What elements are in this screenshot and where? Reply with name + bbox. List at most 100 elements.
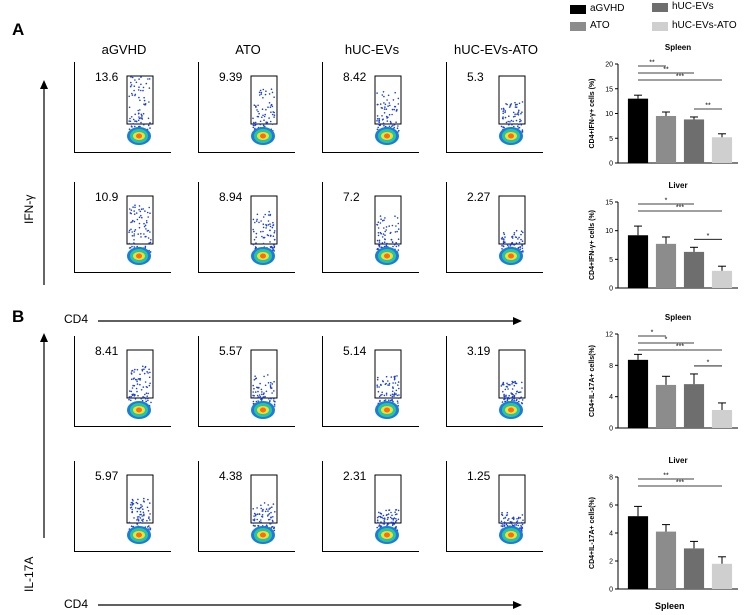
legend-swatch-huc-evs — [652, 3, 668, 12]
gate-percentage: 8.41 — [95, 344, 119, 358]
y-tick-label: 0 — [609, 426, 613, 433]
density-cloud — [498, 75, 526, 145]
legend-label-agvhd: aGVHD — [590, 3, 625, 14]
bar-huc-evs — [683, 548, 705, 589]
gate-percentage: 5.3 — [467, 70, 484, 84]
y-axis-label: CD4+IFN-γ+ cells (%) — [589, 210, 596, 280]
panel-letter-a: A — [12, 20, 25, 39]
bar-huc-evs — [683, 384, 705, 428]
y-tick-label: 10 — [605, 111, 613, 118]
significance-label: *** — [676, 205, 684, 212]
column-header-huc-evs: hUC-EVs — [344, 42, 400, 57]
gate-percentage: 9.39 — [219, 70, 243, 84]
significance-label: *** — [676, 344, 684, 351]
legend-swatch-ato — [570, 22, 586, 31]
density-cloud — [374, 75, 402, 145]
ifn-axis-arrow — [40, 80, 48, 285]
gate-rectangle — [374, 474, 402, 524]
gate-percentage: 4.38 — [219, 469, 243, 483]
y-tick-label: 6 — [609, 503, 613, 510]
bar-huc-evs-ato — [711, 563, 733, 589]
legend-label-huc-evs-ato: hUC-EVs-ATO — [672, 20, 737, 31]
legend-swatch-huc-evs-ato — [652, 22, 668, 31]
flow-plot-r2-huc-evs: 7.2 — [322, 182, 419, 273]
gate-percentage: 2.31 — [343, 469, 367, 483]
chart-title: Liver — [668, 456, 687, 465]
significance-label: *** — [676, 74, 684, 81]
y-tick-label: 20 — [605, 62, 613, 69]
gate-rectangle — [126, 349, 154, 399]
y-axis-label: CD4+IFN-γ+ cells (%) — [589, 78, 596, 148]
bar-huc-evs — [683, 251, 705, 288]
y-tick-label: 12 — [605, 332, 613, 339]
density-cloud — [498, 474, 526, 544]
significance-label: * — [707, 359, 710, 366]
significance-label: ** — [649, 60, 655, 67]
flow-plot-r4-agvhd: 5.97 — [74, 461, 171, 552]
y-tick-label: 10 — [605, 228, 613, 235]
gate-rectangle — [498, 349, 526, 399]
legend-label-huc-evs: hUC-EVs — [672, 1, 714, 12]
cd4-axis-label-b: CD4 — [64, 597, 89, 611]
density-cloud — [250, 75, 278, 145]
bar-huc-evs-ato — [711, 409, 733, 428]
chart-title: Spleen — [665, 43, 691, 52]
y-tick-label: 8 — [609, 475, 613, 482]
y-tick-label: 0 — [609, 286, 613, 293]
panel-letter-b: B — [12, 307, 25, 326]
density-cloud — [126, 474, 154, 544]
legend-swatch-agvhd — [570, 5, 586, 14]
y-axis-label: CD4+IL-17A+ cells(%) — [589, 497, 596, 569]
flow-plot-r1-huc-evs: 8.42 — [322, 62, 419, 153]
significance-label: ** — [663, 473, 669, 480]
y-tick-label: 4 — [609, 394, 613, 401]
density-cloud — [498, 195, 526, 265]
column-header-huc-evs-ato: hUC-EVs-ATO — [453, 42, 539, 57]
gate-rectangle — [250, 349, 278, 399]
legend-label-ato: ATO — [590, 20, 610, 31]
y-tick-label: 5 — [609, 136, 613, 143]
gate-rectangle — [498, 195, 526, 245]
il17-axis-label: IL-17A — [22, 556, 36, 592]
bar-agvhd — [627, 359, 649, 428]
y-tick-label: 2 — [609, 559, 613, 566]
bar-ato — [655, 243, 677, 288]
bar-huc-evs — [683, 119, 705, 163]
y-tick-label: 8 — [609, 363, 613, 370]
flow-plot-r1-ato: 9.39 — [198, 62, 295, 153]
bar-agvhd — [627, 98, 649, 163]
gate-rectangle — [250, 75, 278, 125]
gate-percentage: 7.2 — [343, 190, 360, 204]
gate-percentage: 13.6 — [95, 70, 119, 84]
gate-rectangle — [374, 75, 402, 125]
density-cloud — [250, 474, 278, 544]
flow-plot-r2-agvhd: 10.9 — [74, 182, 171, 273]
bar-huc-evs-ato — [711, 137, 733, 163]
flow-plot-r4-huc-evs: 2.31 — [322, 461, 419, 552]
y-tick-label: 5 — [609, 257, 613, 264]
flow-plot-r2-huc-evs-ato: 2.27 — [446, 182, 543, 273]
flow-plot-r1-agvhd: 13.6 — [74, 62, 171, 153]
gate-rectangle — [374, 195, 402, 245]
significance-label: * — [665, 337, 668, 344]
density-cloud — [250, 195, 278, 265]
gate-rectangle — [126, 75, 154, 125]
gate-percentage: 3.19 — [467, 344, 491, 358]
bar-ato — [655, 531, 677, 589]
y-axis-label: CD4+IL-17A+ cells(%) — [589, 345, 596, 417]
bar-huc-evs-ato — [711, 270, 733, 288]
gate-percentage: 5.57 — [219, 344, 243, 358]
significance-label: * — [707, 233, 710, 240]
significance-label: * — [665, 198, 668, 205]
density-cloud — [126, 75, 154, 145]
gate-percentage: 5.97 — [95, 469, 119, 483]
bar-ato — [655, 384, 677, 428]
density-cloud — [374, 195, 402, 265]
density-cloud — [498, 349, 526, 419]
density-cloud — [250, 349, 278, 419]
flow-plot-r3-huc-evs-ato: 3.19 — [446, 336, 543, 427]
